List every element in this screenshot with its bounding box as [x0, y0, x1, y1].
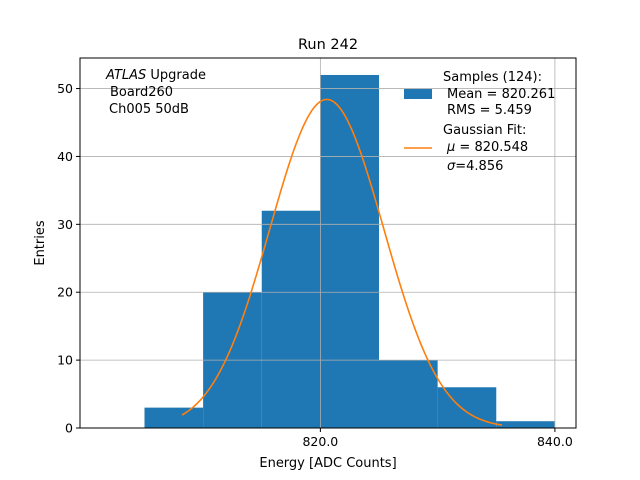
legend-samples-swatch	[404, 89, 432, 99]
plot-frame	[79, 57, 577, 429]
x-tick-label-0: 820.0	[302, 434, 338, 449]
gaussian-fit-curve	[181, 98, 503, 426]
y-axis-label: Entries	[33, 220, 48, 266]
mu-symbol: μ	[446, 140, 455, 155]
channel-label: Ch005 50dB	[109, 102, 189, 117]
legend-fit-sigma: σ=4.856	[447, 159, 503, 174]
chart-title: Run 242	[298, 37, 358, 53]
y-tick-label-4: 40	[57, 149, 73, 164]
y-tick-label-5: 50	[57, 81, 73, 96]
y-tick-label-3: 30	[57, 217, 73, 232]
sigma-value: =4.856	[455, 159, 503, 174]
legend-fit-mu: μ = 820.548	[446, 140, 528, 155]
y-tick-label-1: 10	[57, 353, 73, 368]
atlas-annotation: ATLAS Upgrade Board260 Ch005 50dB	[105, 68, 206, 117]
x-axis-label: Energy [ADC Counts]	[259, 456, 396, 471]
x-tick-label-1: 840.0	[537, 434, 573, 449]
histogram-bar-6	[496, 421, 555, 428]
svg-text:ATLAS Upgrade: ATLAS Upgrade	[105, 68, 206, 83]
legend-samples-rms: RMS = 5.459	[447, 103, 532, 118]
sigma-symbol: σ	[447, 159, 456, 174]
histogram-bar-2	[261, 210, 321, 428]
mu-value: = 820.548	[455, 140, 528, 155]
x-axis-ticks: 820.0 840.0	[302, 428, 573, 449]
y-tick-label-0: 0	[65, 421, 73, 436]
legend-samples-mean: Mean = 820.261	[447, 87, 555, 102]
y-axis-ticks: 0 10 20 30 40 50	[57, 81, 80, 436]
legend-samples-title: Samples (124):	[443, 70, 542, 85]
histogram-bar-3	[320, 74, 380, 429]
histogram-bar-0	[144, 407, 204, 428]
legend: Samples (124): Mean = 820.261 RMS = 5.45…	[404, 70, 555, 174]
y-tick-label-2: 20	[57, 285, 73, 300]
histogram-bar-4	[379, 360, 438, 428]
legend-fit-title: Gaussian Fit:	[443, 123, 526, 138]
upgrade-label: Upgrade	[146, 68, 206, 83]
grid-lines	[80, 58, 576, 429]
board-label: Board260	[110, 85, 173, 100]
atlas-label: ATLAS	[105, 68, 146, 83]
